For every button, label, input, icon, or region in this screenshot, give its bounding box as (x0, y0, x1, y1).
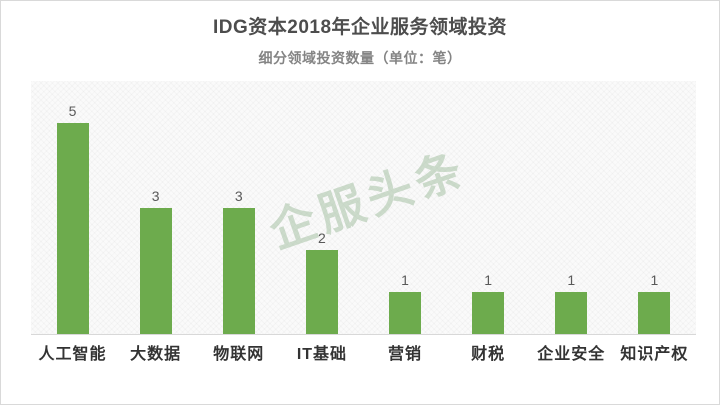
bar-value-label: 5 (68, 103, 77, 120)
category-label: 财税 (471, 346, 506, 363)
category-label: 企业安全 (537, 346, 606, 363)
bar-value-label: 3 (151, 187, 160, 204)
bar-value-label: 1 (484, 271, 493, 288)
bar (139, 207, 172, 334)
bar-column: 1 (530, 81, 613, 334)
bar (389, 291, 422, 334)
bar-series: 5 3 3 2 1 1 1 1 (31, 81, 696, 334)
bar (56, 123, 89, 334)
bar (472, 291, 505, 334)
bar-value-label: 2 (318, 229, 326, 246)
category-label: 人工智能 (38, 346, 107, 363)
bar-column: 1 (613, 81, 696, 334)
bar-value-label: 3 (234, 187, 243, 204)
category-label: 物联网 (213, 346, 265, 363)
bar-column: 3 (114, 81, 197, 334)
x-axis-labels: 人工智能 大数据 物联网 IT基础 营销 财税 企业安全 知识产权 (31, 340, 696, 364)
bar (305, 249, 338, 334)
category-label: IT基础 (296, 346, 348, 363)
chart-title: IDG资本2018年企业服务领域投资 (212, 17, 508, 38)
category-label: 营销 (388, 346, 423, 363)
bar-column: 2 (280, 81, 363, 334)
bar (638, 291, 671, 334)
bar (555, 291, 588, 334)
bar-column: 1 (447, 81, 530, 334)
bar-column: 5 (31, 81, 114, 334)
bar-value-label: 1 (650, 271, 659, 288)
chart-subtitle: 细分领域投资数量（单位：笔） (258, 50, 462, 66)
bar (222, 207, 255, 334)
category-label: 知识产权 (620, 346, 689, 363)
bar-value-label: 1 (401, 271, 409, 288)
bar-value-label: 1 (567, 271, 576, 288)
bar-column: 1 (364, 81, 447, 334)
plot-area: 5 3 3 2 1 1 1 1 (31, 81, 696, 335)
bar-column: 3 (197, 81, 280, 334)
category-label: 大数据 (130, 346, 182, 363)
